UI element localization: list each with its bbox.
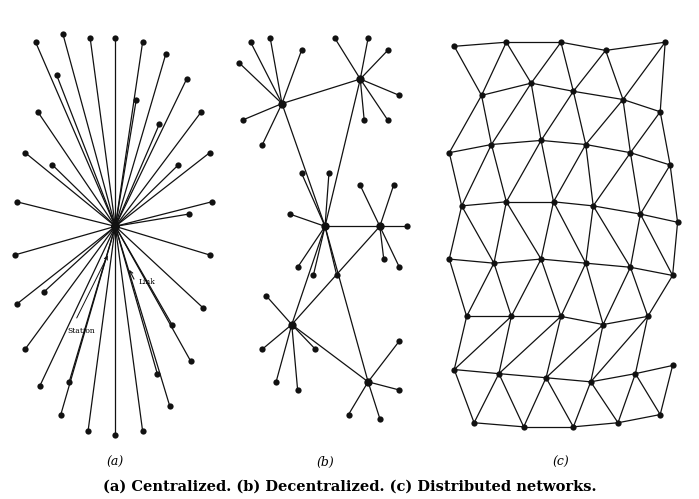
Text: Station: Station — [67, 327, 95, 335]
Text: Link: Link — [138, 278, 155, 286]
Text: (a) Centralized. (b) Decentralized. (c) Distributed networks.: (a) Centralized. (b) Decentralized. (c) … — [103, 480, 596, 494]
Text: (b): (b) — [316, 456, 334, 469]
Text: (a): (a) — [107, 456, 124, 469]
Text: (c): (c) — [553, 456, 569, 469]
